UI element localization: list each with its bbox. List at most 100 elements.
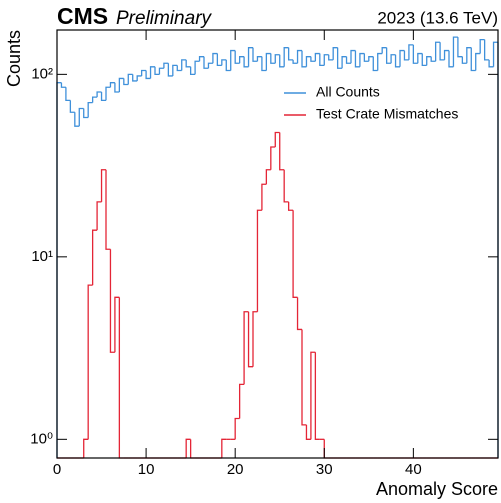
histogram-step (216, 53, 222, 67)
histogram-step (96, 201, 102, 231)
histogram-step (234, 417, 240, 440)
histogram-step (492, 41, 498, 67)
histogram-step (274, 54, 280, 64)
histogram-step (109, 249, 115, 353)
histogram-step (443, 49, 449, 60)
histogram-step (292, 59, 298, 64)
x-tick-label: 30 (316, 461, 333, 478)
histogram-step (301, 50, 307, 68)
histogram-step (185, 59, 191, 68)
histogram-step (408, 44, 414, 60)
y-tick-label: 10² (31, 65, 53, 82)
histogram-step (74, 112, 80, 127)
histogram-step (345, 56, 351, 64)
histogram-step (136, 75, 142, 81)
annotation: 2023 (13.6 TeV) (377, 8, 498, 27)
histogram-step (274, 131, 280, 147)
histogram-step (194, 60, 200, 75)
y-axis-label: Counts (4, 30, 24, 87)
legend: All Counts Test Crate Mismatches (284, 84, 458, 122)
histogram-step (270, 146, 276, 170)
histogram-step (363, 53, 369, 62)
histogram-step (310, 56, 316, 62)
histogram-step (221, 438, 227, 458)
histogram-step (181, 59, 187, 71)
y-tick-label: 10⁰ (30, 430, 53, 447)
histogram-step (145, 70, 151, 80)
x-tick-label: 0 (53, 461, 61, 478)
histogram-step (314, 352, 320, 440)
histogram-step (479, 38, 485, 54)
histogram-step (243, 56, 249, 68)
histogram-step (167, 63, 173, 77)
histogram-step (461, 56, 467, 64)
histogram-step (314, 52, 320, 62)
histogram-step (87, 101, 93, 118)
x-tick-label: 40 (405, 461, 422, 478)
histogram-step (69, 100, 75, 113)
histogram-step (140, 69, 147, 76)
histogram-step (359, 52, 365, 67)
histogram-step (176, 65, 182, 72)
histogram-step (83, 438, 89, 458)
histogram-step (412, 44, 418, 64)
histogram-step (336, 47, 343, 69)
histogram-step (381, 47, 387, 54)
histogram-step (475, 52, 481, 71)
histogram-step (247, 311, 253, 368)
histogram-step (261, 183, 267, 211)
histogram-step (185, 438, 191, 458)
histogram-step (439, 42, 445, 61)
histogram-step (488, 59, 494, 68)
legend-label: Test Crate Mismatches (316, 106, 458, 122)
histogram-step (149, 66, 155, 79)
histogram-step (256, 56, 262, 62)
histogram-step (270, 53, 276, 64)
histogram-step (417, 52, 423, 64)
legend-label: All Counts (316, 84, 380, 100)
histogram-step (96, 91, 102, 98)
x-tick-label: 10 (138, 461, 155, 478)
histogram-step (234, 50, 240, 64)
histogram-step (123, 78, 129, 86)
histogram-step (354, 50, 360, 68)
histogram-step (83, 108, 89, 119)
histogram-step (65, 87, 71, 102)
histogram-step (421, 53, 427, 67)
histogram-step (377, 52, 383, 71)
histogram-step (448, 50, 454, 68)
histogram-step (247, 47, 253, 67)
histogram-step (158, 67, 164, 75)
histogram-step (305, 424, 311, 440)
histogram-step (399, 49, 405, 67)
histogram-step (328, 54, 334, 61)
histogram-step (261, 56, 267, 72)
histogram-step (91, 229, 98, 286)
histogram-step (100, 92, 106, 102)
histogram-step (230, 49, 236, 71)
histogram-step (238, 56, 245, 64)
histogram-step (372, 56, 378, 72)
histogram-step (114, 296, 120, 353)
histogram-step (252, 47, 258, 62)
histogram-step (207, 62, 213, 69)
chart-subtitle: Preliminary (116, 8, 213, 29)
histogram-step (91, 96, 98, 103)
histogram-step (163, 62, 169, 69)
histogram-step (109, 82, 115, 88)
histogram-step (323, 439, 329, 459)
chart-title: CMS (57, 3, 108, 29)
histogram-step (203, 56, 209, 69)
plot-frame (56, 29, 499, 459)
histogram-step (283, 47, 289, 67)
histogram-step (483, 39, 490, 61)
histogram-step (296, 297, 302, 331)
histogram-step (265, 169, 271, 185)
histogram-step (132, 74, 138, 82)
histogram-step (332, 47, 338, 60)
x-axis-label: Anomaly Score (376, 479, 498, 499)
histogram-step (78, 107, 84, 127)
histogram-step (394, 54, 400, 68)
histogram-step (279, 132, 285, 171)
